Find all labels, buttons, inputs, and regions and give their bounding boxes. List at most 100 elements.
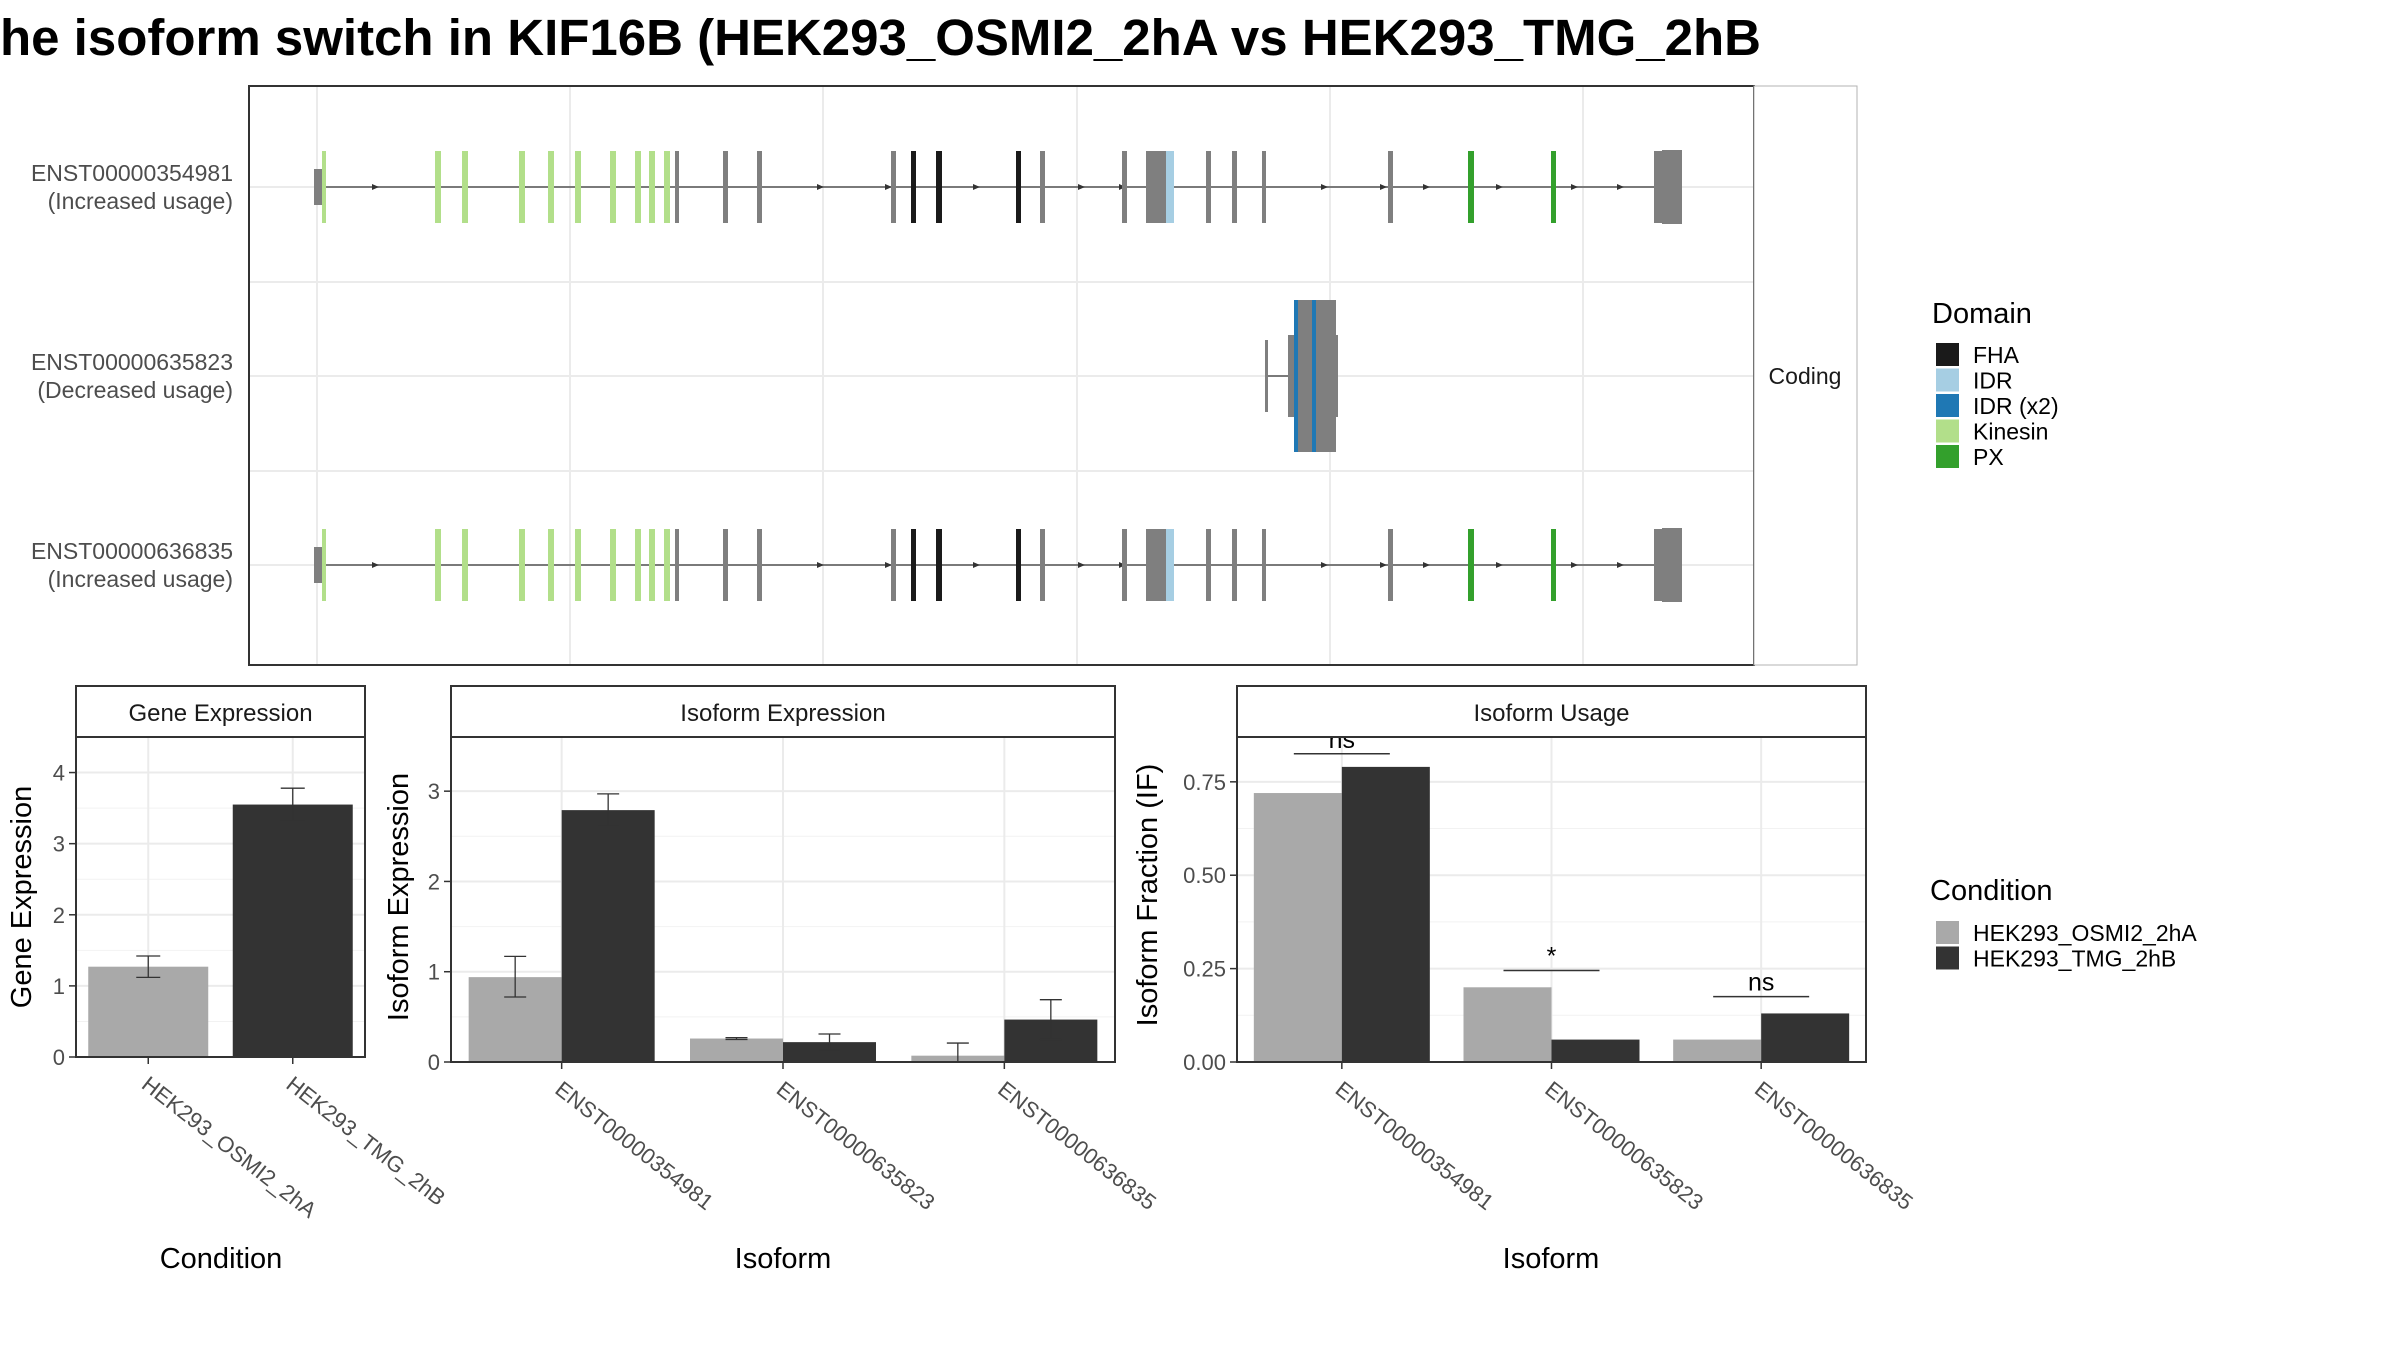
y-tick-label: 0.50 (1183, 863, 1226, 888)
direction-arrow (1571, 562, 1578, 568)
direction-arrow (372, 562, 379, 568)
exon-kinesin (322, 529, 326, 601)
condition-legend-title: Condition (1930, 875, 2053, 907)
exon-idr (1166, 151, 1174, 223)
exon-none (1654, 151, 1662, 223)
exon-none (723, 151, 728, 223)
exon-idr-x2 (1294, 300, 1298, 452)
direction-arrow (1423, 562, 1430, 568)
direction-arrow (885, 562, 892, 568)
structure-strip (1753, 85, 1858, 666)
domain-legend-swatch (1936, 343, 1959, 366)
direction-arrow (817, 184, 824, 190)
exon-px (1468, 529, 1474, 601)
facet-strip (75, 685, 366, 738)
y-tick-label: 0.00 (1183, 1050, 1226, 1075)
direction-arrow (817, 562, 824, 568)
isoform-label-3-usage: (Increased usage) (48, 566, 233, 592)
facet-strip (1236, 685, 1867, 738)
y-tick-label: 3 (428, 779, 440, 804)
domain-legend-label: IDR (1973, 368, 2013, 394)
facet-strip (450, 685, 1116, 738)
exon-none (314, 169, 323, 205)
x-tick-label: ENST00000636835 (993, 1076, 1161, 1215)
x-tick-label: HEK293_TMG_2hB (282, 1071, 451, 1210)
chart-title: Isoform Expression (680, 700, 885, 727)
significance-label: ns (1748, 969, 1774, 997)
isoform-structure-3 (314, 528, 1682, 602)
exon-none (723, 529, 728, 601)
exon-none (1654, 529, 1662, 601)
domain-legend-swatch (1936, 394, 1959, 417)
x-tick-label: ENST00000354981 (551, 1076, 719, 1215)
exon-none (1146, 529, 1166, 601)
bar (1551, 1039, 1640, 1062)
exon-none (1040, 151, 1045, 223)
exon-none (1262, 529, 1266, 601)
direction-arrow (1571, 184, 1578, 190)
exon-kinesin (575, 151, 581, 223)
exon-none (1146, 151, 1166, 223)
bar (1673, 1039, 1762, 1062)
exon-px (1468, 151, 1474, 223)
exon-kinesin (462, 151, 468, 223)
exon-none (1232, 151, 1237, 223)
exon-kinesin (435, 529, 441, 601)
isoform-label-3-id: ENST00000636835 (31, 538, 233, 564)
figure-title: he isoform switch in KIF16B (HEK293_OSMI… (0, 9, 1761, 66)
exon-kinesin (548, 151, 554, 223)
y-tick-label: 2 (53, 903, 65, 928)
exon-kinesin (575, 529, 581, 601)
chart-title: Isoform Usage (1473, 700, 1629, 727)
direction-arrow (973, 184, 980, 190)
exon-kinesin (610, 529, 616, 601)
condition-legend-label: HEK293_TMG_2hB (1973, 946, 2176, 972)
bar (232, 804, 353, 1057)
x-tick-label: ENST00000635823 (1540, 1076, 1708, 1215)
y-tick-label: 1 (428, 960, 440, 985)
bar (690, 1038, 783, 1062)
direction-arrow (1496, 562, 1503, 568)
x-tick-label: ENST00000635823 (772, 1076, 940, 1215)
direction-arrow (1321, 184, 1328, 190)
direction-arrow (1321, 562, 1328, 568)
x-tick-label: ENST00000354981 (1331, 1076, 1499, 1215)
x-tick-label: ENST00000636835 (1750, 1076, 1918, 1215)
exon-none (757, 529, 762, 601)
exon-kinesin (435, 151, 441, 223)
bar (783, 1042, 876, 1062)
exon-kinesin (519, 529, 525, 601)
isoform-structure-2 (1265, 300, 1338, 452)
condition-legend-swatch (1936, 946, 1959, 970)
isoform-label-2-usage: (Decreased usage) (37, 377, 233, 403)
structure-strip-label: Coding (1769, 363, 1842, 389)
y-tick-label: 0 (428, 1050, 440, 1075)
exon-none (1388, 151, 1393, 223)
isoform-structure-1 (314, 150, 1682, 224)
exon-none (1265, 340, 1268, 412)
exon-kinesin (610, 151, 616, 223)
bar (561, 810, 655, 1062)
domain-legend-label: Kinesin (1973, 419, 2048, 445)
exon-kinesin (635, 151, 641, 223)
exon-fha (1016, 529, 1021, 601)
y-tick-label: 3 (53, 832, 65, 857)
exon-fha (1016, 151, 1021, 223)
exon-kinesin (548, 529, 554, 601)
exon-kinesin (635, 529, 641, 601)
bar (1253, 793, 1342, 1062)
domain-legend-swatch (1936, 445, 1959, 468)
x-axis-label: Isoform (735, 1243, 832, 1275)
domain-legend-label: IDR (x2) (1973, 393, 2059, 419)
exon-px (1551, 151, 1556, 223)
exon-none (1232, 529, 1237, 601)
exon-none (1122, 529, 1127, 601)
domain-legend-label: FHA (1973, 342, 2020, 368)
exon-none (891, 529, 896, 601)
direction-arrow (1380, 562, 1387, 568)
direction-arrow (1496, 184, 1503, 190)
exon-kinesin (519, 151, 525, 223)
exon-none (1206, 151, 1211, 223)
exon-none (757, 151, 762, 223)
utr-block (1662, 150, 1682, 224)
